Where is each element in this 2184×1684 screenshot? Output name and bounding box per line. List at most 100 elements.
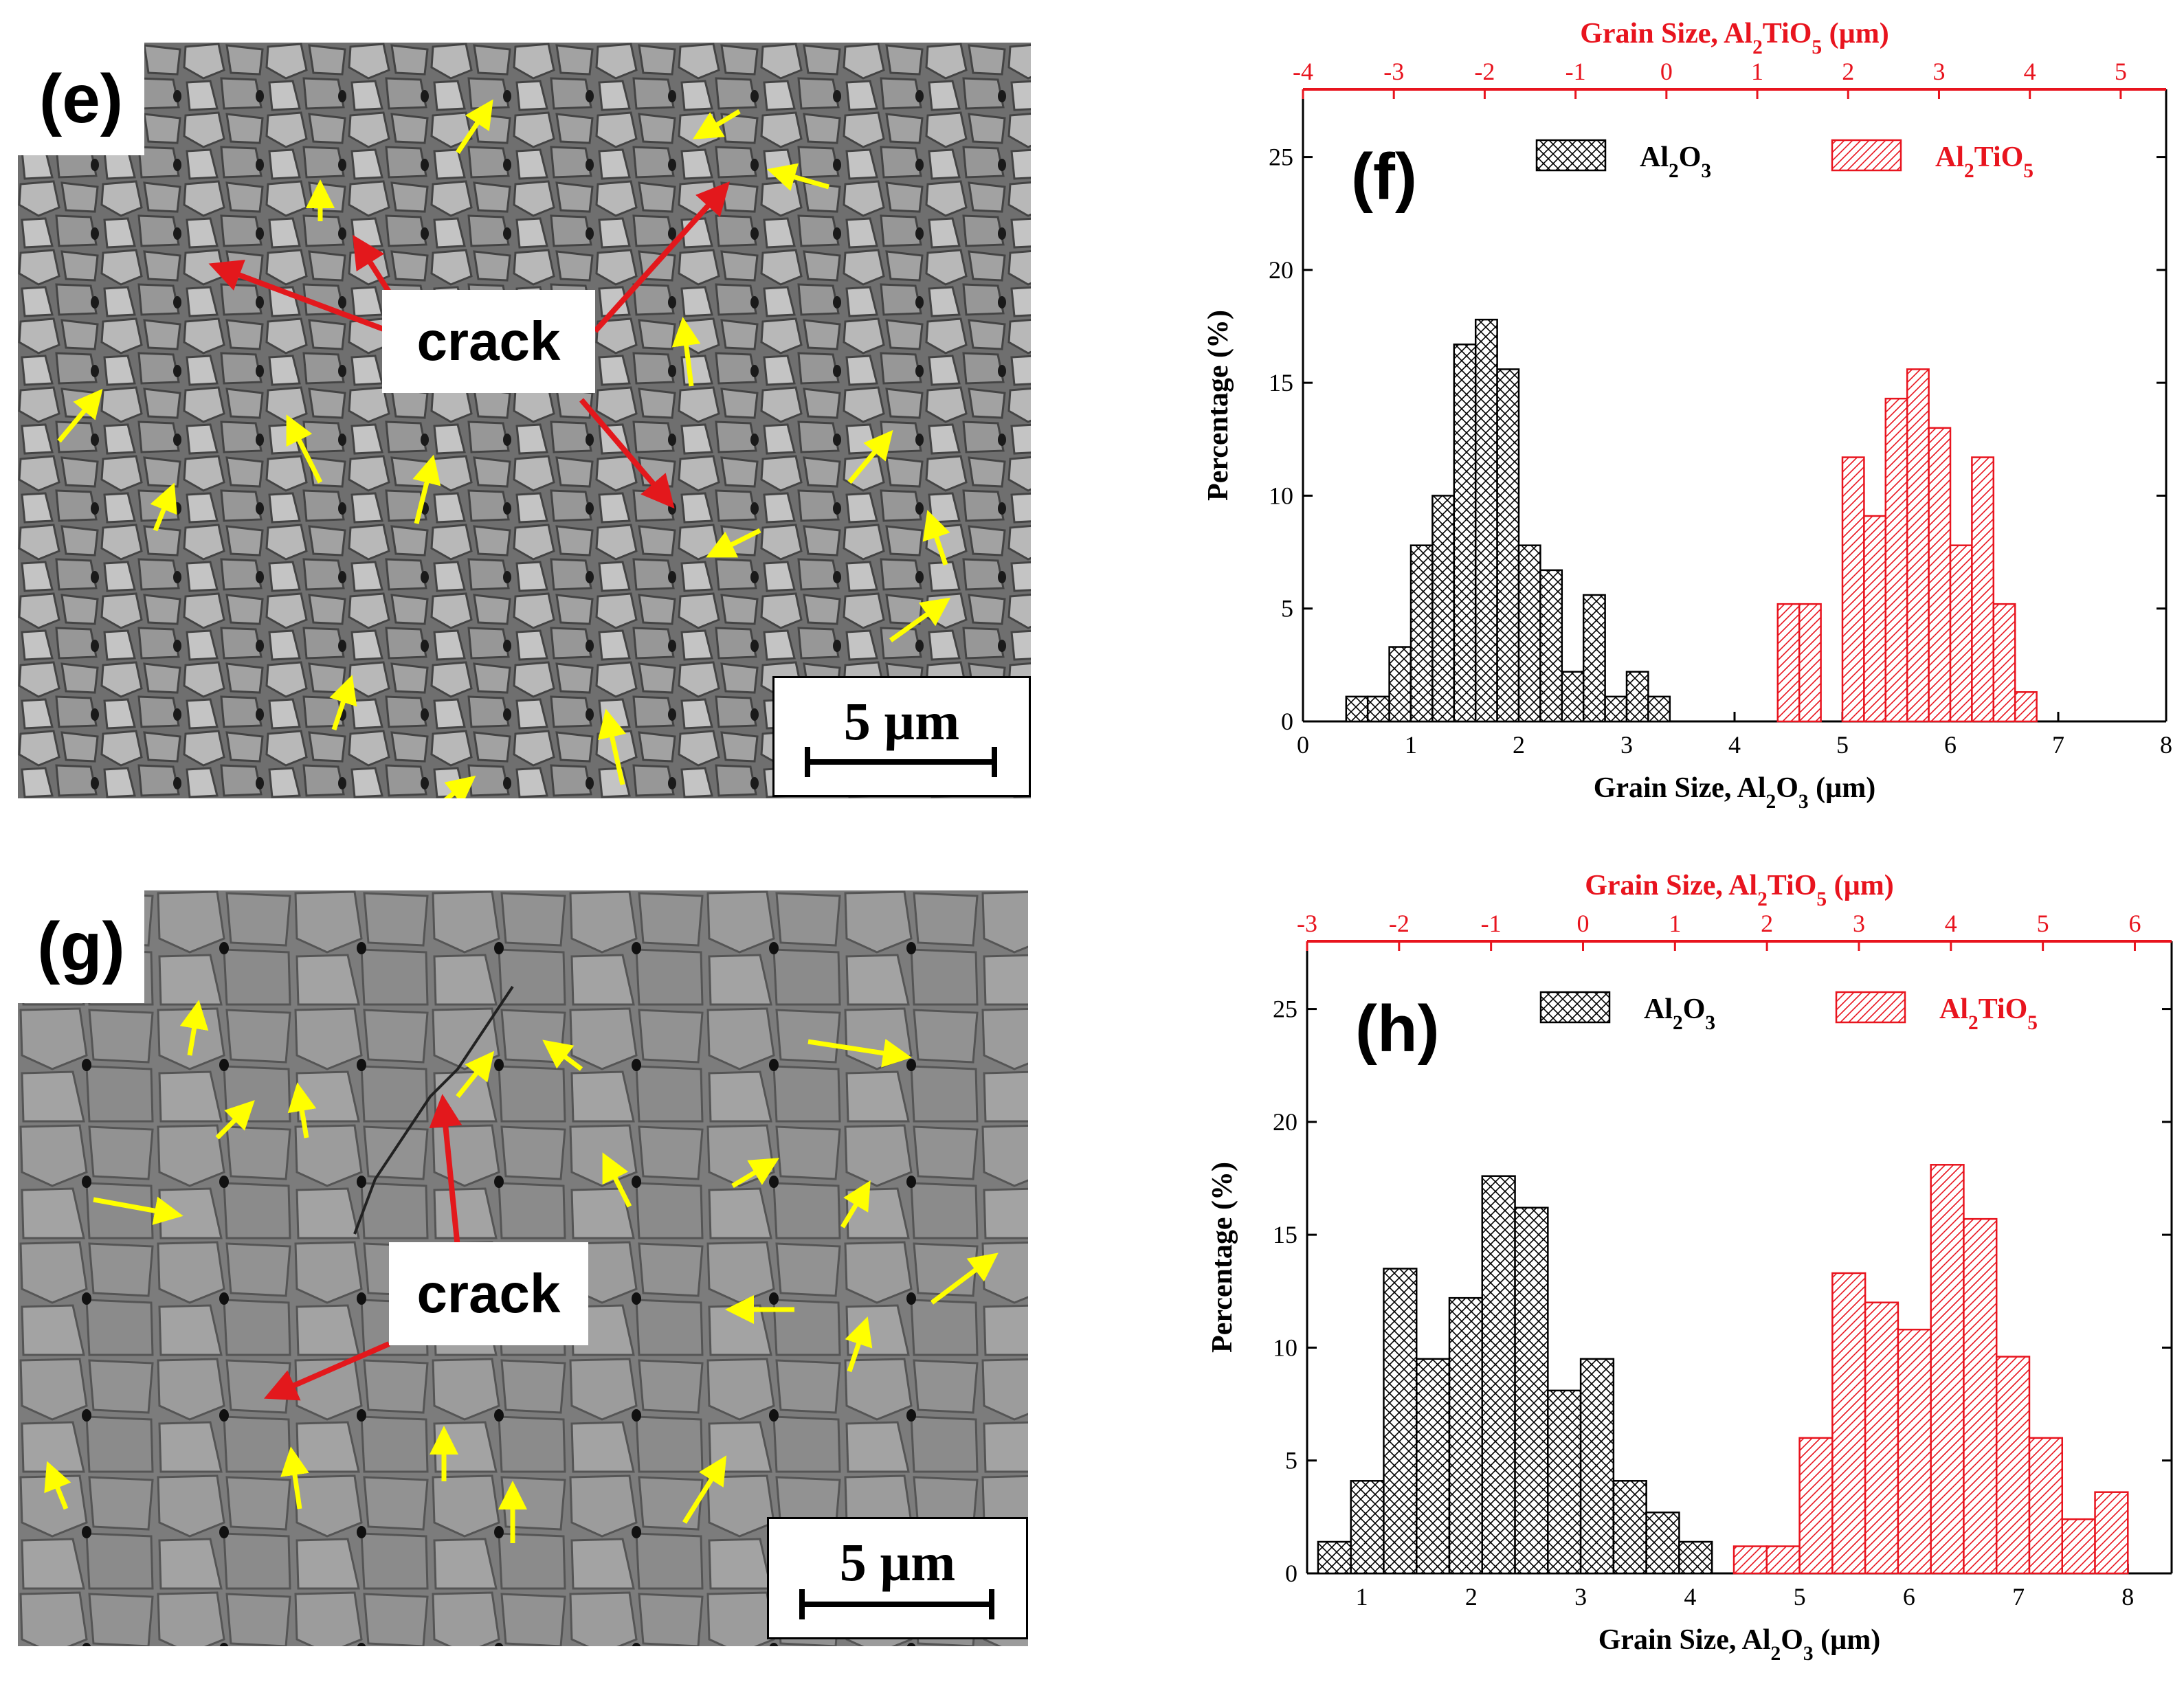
bar-al2o3: [1625, 671, 1649, 723]
panel-label: (h): [1355, 992, 1440, 1066]
bar-al2tio5: [1864, 1301, 1899, 1575]
panel-label-g: (g): [18, 890, 144, 1003]
histogram-f-svg: 0 1 2 3 4 5 6 7 8 -4 -3 -2 -1 0 1 2 3 4 5 0 5 10 15 20 25 Grain S…: [1203, 18, 2172, 813]
x-tick-label: 7: [2052, 731, 2064, 759]
bar-al2tio5: [1949, 544, 1973, 723]
legend-label-al2o3: Al2O3: [1644, 993, 1715, 1034]
bar-al2o3: [1561, 671, 1585, 723]
top-tick-label: -2: [1474, 58, 1495, 85]
sem-texture-e: [18, 43, 1031, 798]
top-tick-label: 2: [1761, 910, 1773, 937]
bar-al2tio5: [2061, 1518, 2096, 1575]
top-tick-label: -3: [1297, 910, 1317, 937]
bar-al2tio5: [1963, 1217, 1998, 1575]
crack-label-e: crack: [382, 290, 595, 393]
scale-bar-g: 5 µm: [767, 1517, 1028, 1639]
y-axis-label: Percentage (%): [1203, 310, 1234, 501]
x-tick-label: 1: [1356, 1583, 1368, 1610]
y-tick-label: 15: [1269, 369, 1293, 396]
top-axis-label: Grain Size, Al2TiO5 (µm): [1585, 870, 1894, 910]
x-tick-label: 1: [1405, 731, 1417, 759]
top-tick-label: 1: [1751, 58, 1763, 85]
bar-al2tio5: [1776, 603, 1801, 723]
scale-bar-e: 5 µm: [772, 676, 1031, 797]
top-tick-label: 6: [2128, 910, 2141, 937]
x-tick-label: 3: [1574, 1583, 1587, 1610]
sem-image-e: (e) crack 5 µm: [18, 43, 1031, 798]
top-tick-label: 5: [2037, 910, 2049, 937]
bar-al2o3: [1579, 1358, 1615, 1575]
x-axis-label: Grain Size, Al2O3 (µm): [1594, 772, 1876, 813]
bar-al2tio5: [1831, 1272, 1867, 1575]
y-tick-label: 0: [1285, 1560, 1297, 1587]
top-tick-label: 5: [2115, 58, 2127, 85]
legend: Al2O3 Al2TiO5: [1535, 139, 2033, 182]
top-tick-label: 3: [1932, 58, 1945, 85]
x-tick-label: 5: [1836, 731, 1849, 759]
x-tick-label: 6: [1944, 731, 1957, 759]
bar-al2tio5: [1798, 603, 1822, 723]
histogram-f: 0 1 2 3 4 5 6 7 8 -4 -3 -2 -1 0 1 2 3 4 5 0 5 10 15 20 25 Grain S…: [1168, 0, 2184, 845]
bar-al2tio5: [1897, 1328, 1932, 1575]
scale-bar-label-e: 5 µm: [843, 691, 960, 751]
bar-al2o3: [1431, 495, 1456, 723]
legend-swatch-al2o3: [1539, 991, 1611, 1024]
bar-al2o3: [1517, 544, 1541, 723]
panel-label-e: (e): [18, 43, 144, 155]
bar-al2o3: [1604, 695, 1628, 723]
bar-al2o3: [1453, 344, 1477, 723]
scale-bar-label-g: 5 µm: [839, 1532, 956, 1592]
y-tick-label: 5: [1285, 1447, 1297, 1474]
x-tick-label: 7: [2012, 1583, 2025, 1610]
yellow-arrows-g: [44, 1000, 999, 1543]
bar-al2o3: [1474, 318, 1498, 723]
legend-swatch-al2o3: [1535, 139, 1607, 172]
histogram-h-svg: 1 2 3 4 5 6 7 8 -3 -2 -1 0 1 2 3 4 5 6 0 5 10 15 20 25 Grain Siz…: [1207, 870, 2173, 1665]
top-tick-label: 1: [1669, 910, 1681, 937]
bar-al2tio5: [1884, 397, 1908, 723]
top-tick-label: 0: [1660, 58, 1673, 85]
top-tick-label: 3: [1853, 910, 1865, 937]
x-tick-label: 2: [1513, 731, 1525, 759]
histogram-h: 1 2 3 4 5 6 7 8 -3 -2 -1 0 1 2 3 4 5 6 0 5 10 15 20 25 Grain Siz…: [1168, 845, 2184, 1681]
top-tick-label: -3: [1383, 58, 1404, 85]
x-tick-label: 5: [1794, 1583, 1806, 1610]
x-tick-label: 8: [2121, 1583, 2134, 1610]
bar-al2o3: [1481, 1175, 1516, 1575]
red-crack-arrows-g: [264, 1094, 463, 1401]
top-tick-label: 2: [1842, 58, 1854, 85]
y-tick-label: 10: [1273, 1334, 1297, 1361]
bar-al2o3: [1388, 646, 1412, 723]
y-tick-label: 15: [1273, 1221, 1297, 1248]
bar-al2o3: [1383, 1268, 1418, 1575]
bar-al2o3: [1366, 695, 1390, 723]
bar-al2o3: [1547, 1389, 1582, 1575]
bar-al2tio5: [1971, 456, 1995, 723]
bar-al2tio5: [1928, 427, 1952, 723]
y-tick-label: 25: [1269, 144, 1293, 171]
legend-label-al2o3: Al2O3: [1640, 142, 1711, 182]
bar-al2o3: [1345, 695, 1369, 723]
top-tick-label: 4: [1945, 910, 1957, 937]
bar-al2tio5: [2014, 691, 2038, 723]
top-tick-label: 0: [1576, 910, 1589, 937]
crack-label-g: crack: [389, 1242, 588, 1345]
bar-al2tio5: [2028, 1437, 2064, 1575]
y-tick-label: 20: [1269, 256, 1293, 284]
bar-al2tio5: [1863, 515, 1887, 723]
x-axis-label: Grain Size, Al2O3 (µm): [1598, 1624, 1881, 1665]
x-tick-label: 4: [1728, 731, 1741, 759]
y-tick-label: 25: [1273, 996, 1297, 1023]
bar-al2tio5: [1732, 1545, 1768, 1575]
bar-al2o3: [1647, 695, 1671, 723]
y-tick-label: 0: [1281, 708, 1293, 735]
bar-al2tio5: [1992, 603, 2016, 723]
y-axis-label: Percentage (%): [1207, 1162, 1238, 1353]
bar-al2tio5: [1995, 1356, 2031, 1575]
bar-al2o3: [1582, 594, 1606, 723]
x-tick-label: 0: [1297, 731, 1309, 759]
bar-al2o3: [1645, 1512, 1680, 1575]
bar-al2tio5: [1841, 456, 1865, 723]
legend-label-al2tio5: Al2TiO5: [1935, 142, 2033, 182]
legend-swatch-al2tio5: [1835, 991, 1906, 1024]
